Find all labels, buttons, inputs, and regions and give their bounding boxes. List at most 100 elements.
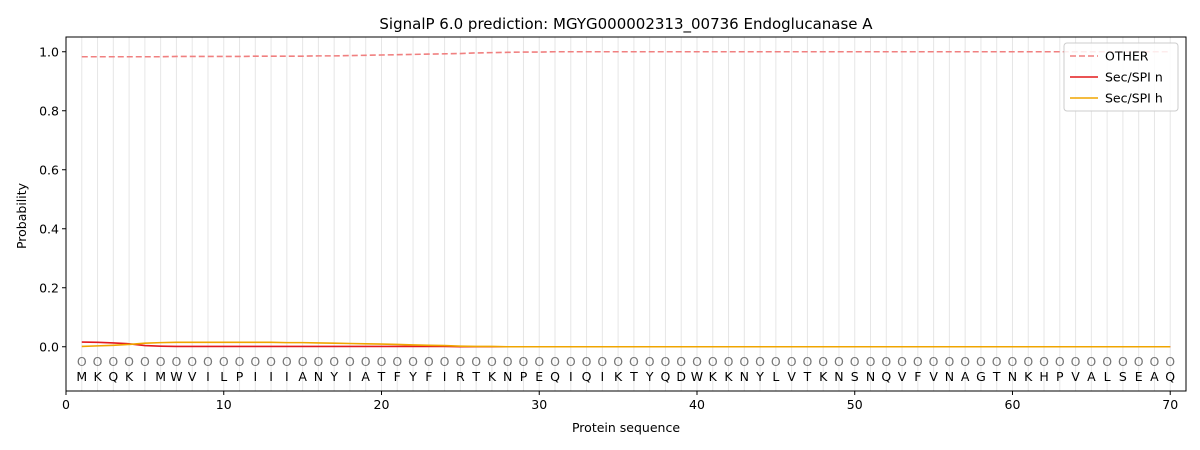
residue-label: V: [1071, 369, 1080, 384]
residue-label: N: [834, 369, 843, 384]
annotation-label: O: [866, 354, 876, 369]
residue-label: R: [456, 369, 465, 384]
residue-label: I: [269, 369, 273, 384]
residue-label: P: [1056, 369, 1064, 384]
residue-label: I: [600, 369, 604, 384]
residue-label: Q: [582, 369, 592, 384]
annotation-label: O: [881, 354, 891, 369]
residue-label: A: [298, 369, 307, 384]
residue-label: A: [961, 369, 970, 384]
annotation-label: O: [629, 354, 639, 369]
legend-label: Sec/SPI n: [1105, 70, 1163, 85]
residue-label: Y: [645, 369, 654, 384]
annotation-label: O: [755, 354, 765, 369]
annotation-label: O: [1023, 354, 1033, 369]
residue-label: K: [125, 369, 134, 384]
annotation-label: O: [487, 354, 497, 369]
annotation-label: O: [550, 354, 560, 369]
series-line: [81, 50, 1171, 58]
residue-label: N: [314, 369, 323, 384]
residue-label: P: [520, 369, 528, 384]
residue-label: L: [772, 369, 779, 384]
annotation-label: O: [534, 354, 544, 369]
y-tick-label: 0.6: [39, 162, 59, 177]
legend-label: OTHER: [1105, 49, 1149, 64]
residue-label: V: [787, 369, 796, 384]
legend: OTHER Sec/SPI n Sec/SPI h: [1063, 42, 1179, 112]
annotation-label: O: [850, 354, 860, 369]
residue-label: F: [425, 369, 432, 384]
residue-label: N: [945, 369, 954, 384]
annotation-label: O: [93, 354, 103, 369]
annotation-label: O: [266, 354, 276, 369]
residue-label: L: [220, 369, 227, 384]
x-tick-label: 30: [531, 397, 547, 412]
residue-label: D: [676, 369, 686, 384]
annotation-label: O: [250, 354, 260, 369]
residue-label: M: [155, 369, 166, 384]
residue-label: I: [285, 369, 289, 384]
residue-label: E: [1135, 369, 1143, 384]
annotation-label: O: [235, 354, 245, 369]
residue-label: I: [569, 369, 573, 384]
annotation-label: O: [77, 354, 87, 369]
annotation-label: O: [802, 354, 812, 369]
residue-label: Q: [550, 369, 560, 384]
annotation-label: O: [187, 354, 197, 369]
y-tick-label: 0.8: [39, 103, 59, 118]
x-tick-label: 0: [62, 397, 70, 412]
chart-title: SignalP 6.0 prediction: MGYG000002313_00…: [379, 15, 873, 34]
x-tick-label: 60: [1005, 397, 1021, 412]
residue-label: F: [394, 369, 401, 384]
annotation-label: O: [1165, 354, 1175, 369]
annotation-label: O: [724, 354, 734, 369]
x-tick-label: 20: [374, 397, 390, 412]
annotation-label: O: [566, 354, 576, 369]
annotation-label: O: [1071, 354, 1081, 369]
residue-label: Y: [408, 369, 417, 384]
annotation-label: O: [455, 354, 465, 369]
residue-label: K: [724, 369, 733, 384]
annotation-label: O: [771, 354, 781, 369]
residue-label: A: [361, 369, 370, 384]
annotation-label: O: [597, 354, 607, 369]
residue-label: K: [709, 369, 718, 384]
residue-label: S: [1119, 369, 1127, 384]
annotation-label: O: [408, 354, 418, 369]
annotation-label: O: [440, 354, 450, 369]
residue-label: Q: [1165, 369, 1175, 384]
residue-label: T: [629, 369, 638, 384]
annotation-label: O: [992, 354, 1002, 369]
annotation-label: O: [313, 354, 323, 369]
annotation-label: O: [1086, 354, 1096, 369]
annotation-label: O: [692, 354, 702, 369]
annotation-label: O: [944, 354, 954, 369]
residue-label: E: [535, 369, 543, 384]
annotation-label: O: [1055, 354, 1065, 369]
residue-label: Q: [881, 369, 891, 384]
annotation-label: O: [156, 354, 166, 369]
annotation-label: O: [676, 354, 686, 369]
annotation-label: O: [329, 354, 339, 369]
y-tick-label: 0.2: [39, 280, 59, 295]
residue-label: N: [866, 369, 875, 384]
residue-label: N: [503, 369, 512, 384]
annotation-label: O: [377, 354, 387, 369]
annotation-label: O: [1039, 354, 1049, 369]
annotation-label: O: [503, 354, 513, 369]
annotation-label: O: [708, 354, 718, 369]
x-tick-label: 10: [216, 397, 232, 412]
residue-label: V: [898, 369, 907, 384]
x-axis-ticks: 0 10 20 30 40 50 60 70: [62, 391, 1178, 412]
annotation-label: O: [818, 354, 828, 369]
annotation-label: O: [345, 354, 355, 369]
series-lines: [81, 50, 1171, 348]
annotation-label: O: [1008, 354, 1018, 369]
y-tick-label: 1.0: [39, 44, 59, 59]
annotation-label: O: [172, 354, 182, 369]
residue-label: Y: [755, 369, 764, 384]
residue-label: T: [471, 369, 480, 384]
